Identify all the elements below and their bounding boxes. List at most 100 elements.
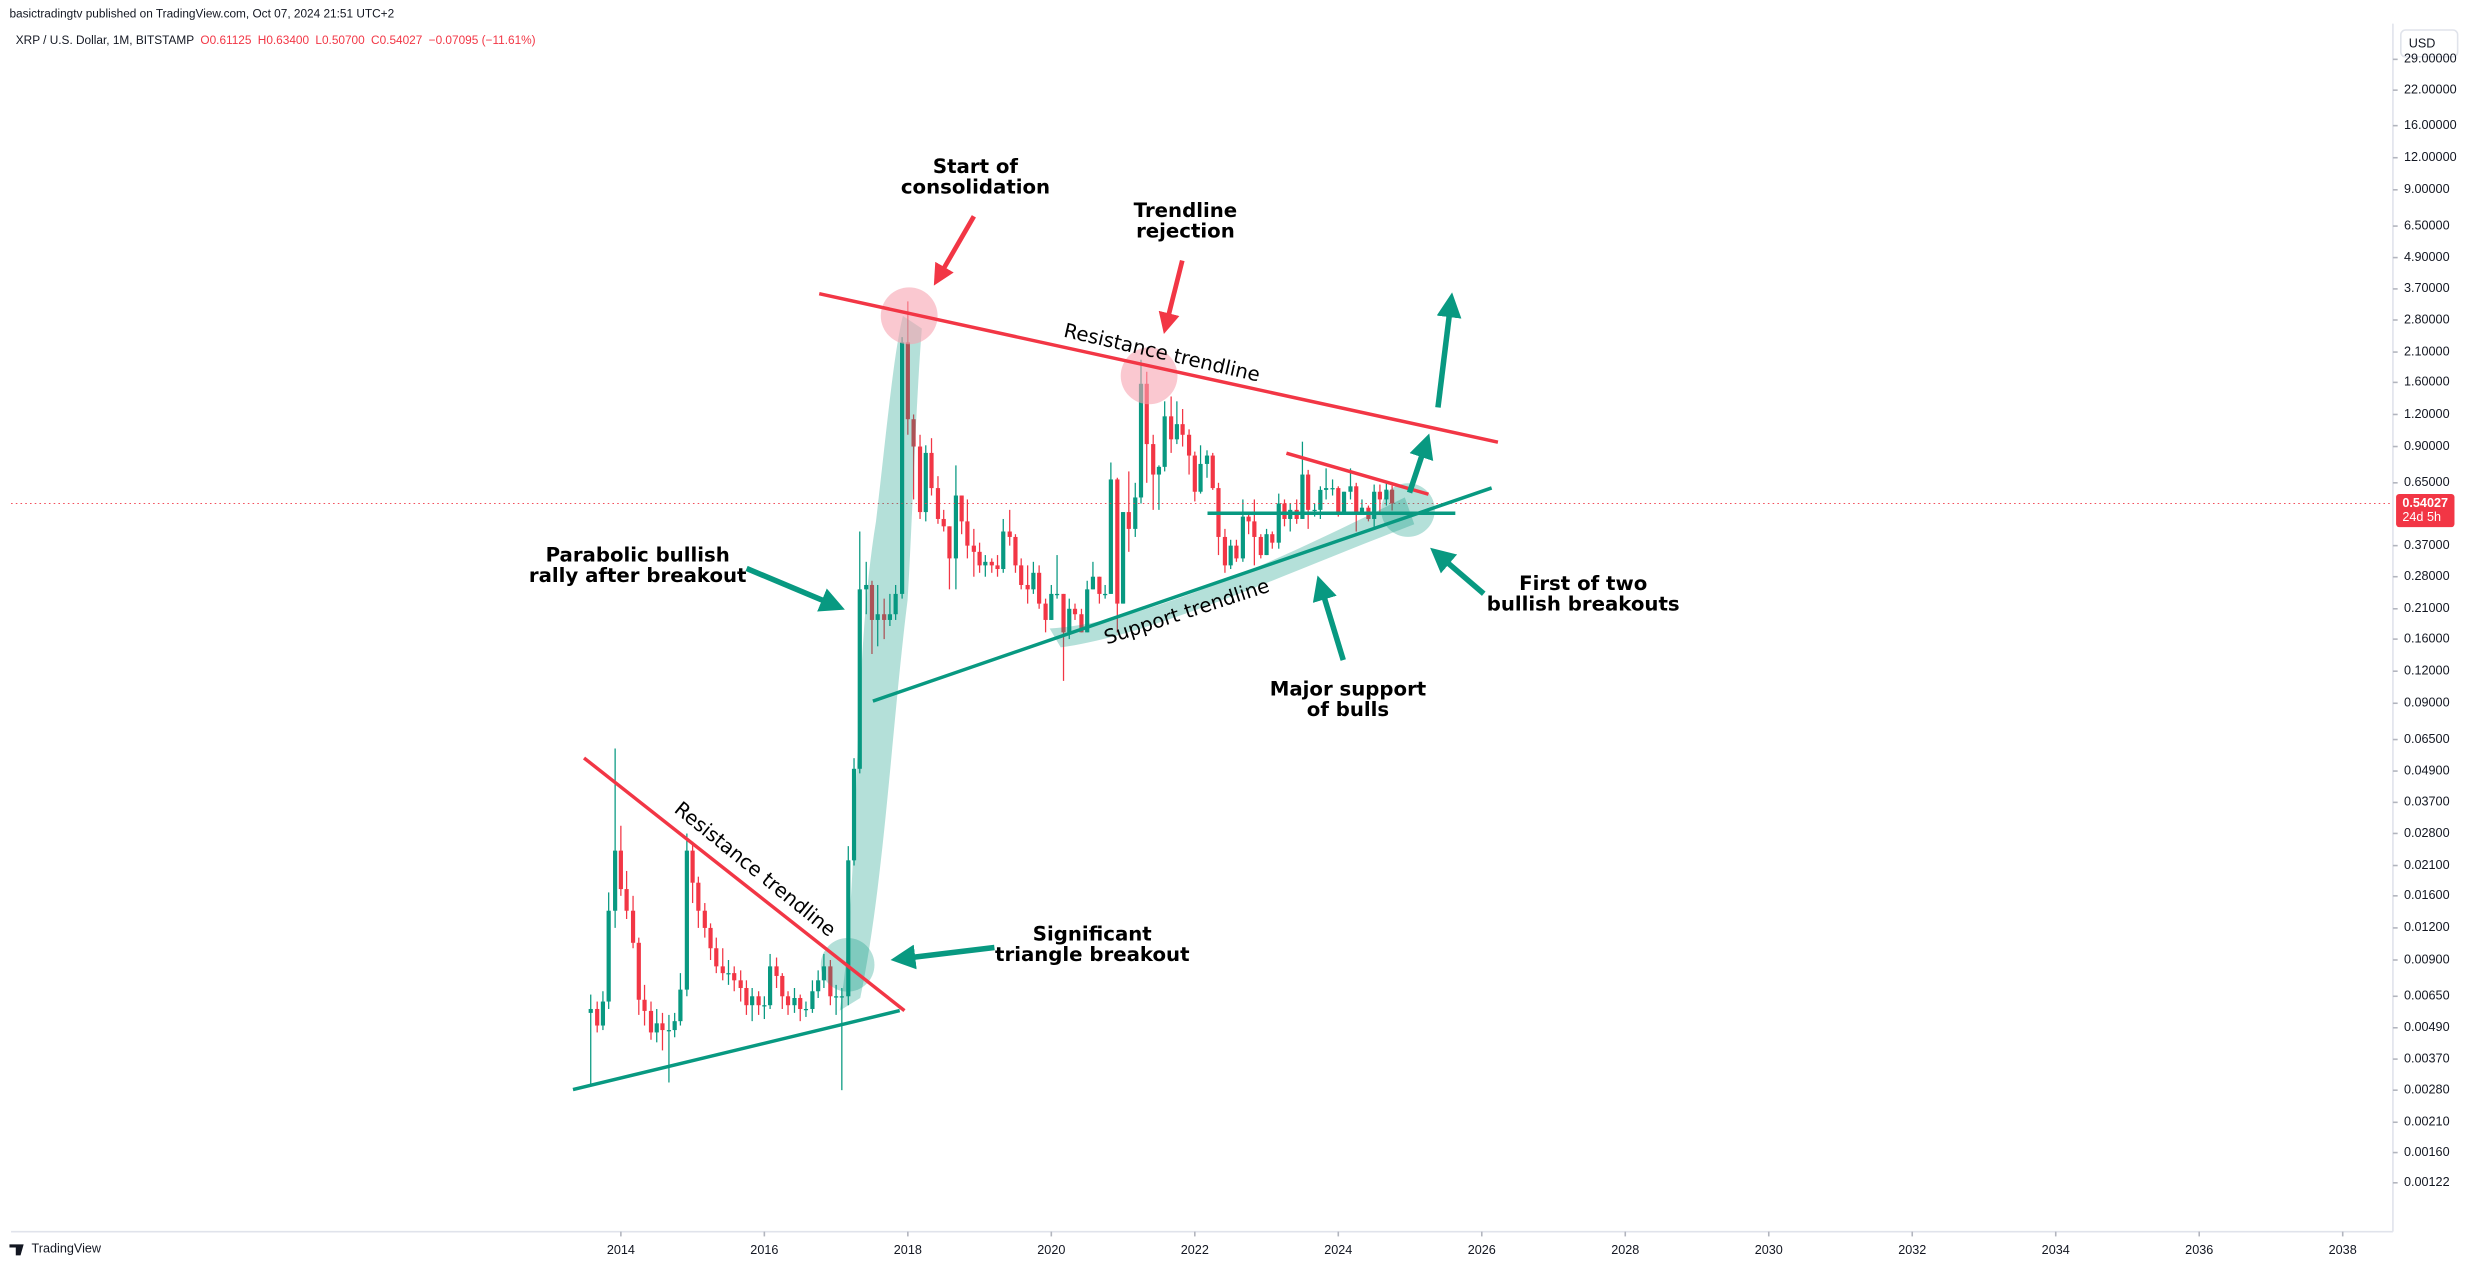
candle-body (911, 419, 916, 447)
candle-body (1144, 383, 1149, 445)
symbol-line: XRP / U.S. Dollar, 1M, BITSTAMP O0.61125 H… (16, 33, 536, 47)
candle-body (1204, 455, 1210, 464)
y-tick-label: 0.06500 (2404, 732, 2450, 746)
candle-body (738, 980, 743, 989)
candle-body (1133, 497, 1138, 529)
annotation: rejection (1136, 220, 1235, 243)
annotation: Parabolic bullish (546, 543, 730, 566)
candle-body (1312, 509, 1317, 512)
candle-body (1246, 516, 1251, 522)
candle-body (1049, 593, 1054, 620)
x-tick-label: 2022 (1181, 1243, 1209, 1257)
y-tick-label: 0.00490 (2404, 1020, 2450, 1034)
candle-body (1156, 466, 1162, 475)
y-tick-label: 0.01200 (2404, 920, 2450, 934)
candle-body (636, 942, 641, 1000)
candle-body (1090, 576, 1096, 590)
annotation: of bulls (1307, 698, 1389, 721)
y-tick-label: 29.00000 (2404, 52, 2457, 66)
x-tick-label: 2026 (1468, 1243, 1496, 1257)
highlight-circle (880, 287, 938, 345)
candle-body (882, 614, 887, 620)
candle-body (588, 1008, 593, 1013)
annotation: triangle breakout (995, 943, 1189, 966)
candle-body (624, 889, 629, 911)
candle-body (1103, 593, 1108, 596)
y-tick-label: 0.16000 (2404, 631, 2450, 645)
candle-body (785, 996, 791, 1006)
x-tick-label: 2020 (1037, 1243, 1065, 1257)
countdown: 24d 5h (2402, 510, 2441, 524)
y-tick-label: 2.80000 (2404, 312, 2450, 326)
y-tick-label: 0.03700 (2404, 795, 2450, 809)
candle-body (1079, 614, 1084, 633)
candle-body (750, 996, 755, 1006)
y-tick-label: 0.00160 (2404, 1145, 2450, 1159)
candle-body (1138, 383, 1144, 498)
candle-body (834, 996, 839, 998)
candle-body (1270, 534, 1275, 543)
candle-body (767, 966, 773, 1006)
currency-label: USD (2409, 37, 2436, 51)
candle-body (780, 975, 785, 997)
candle-body (917, 446, 923, 513)
arrow (933, 215, 976, 286)
candle-body (708, 927, 713, 949)
candle-body (1336, 488, 1341, 513)
arrow (1312, 575, 1346, 661)
candle-body (977, 551, 982, 566)
candle-body (953, 495, 958, 559)
y-tick-label: 0.00280 (2404, 1083, 2450, 1097)
symbol: XRP / U.S. Dollar, 1M, BITSTAMP (16, 33, 194, 47)
resistance-trendline (1285, 451, 1429, 496)
candle-body (846, 860, 851, 997)
candle-body (762, 1005, 767, 1007)
candle-body (1061, 593, 1066, 633)
candle-body (774, 966, 779, 976)
candle-body (983, 561, 988, 566)
candle-body (1037, 572, 1042, 604)
candle-body (618, 850, 623, 890)
ohlc-value: O0.61125 (200, 33, 251, 47)
candle-body (875, 614, 880, 620)
x-tick-label: 2032 (1898, 1243, 1926, 1257)
arrow (1406, 433, 1434, 494)
candle-body (714, 948, 719, 967)
ohlc-change: −0.07095 (−11.61%) (429, 33, 536, 47)
y-tick-label: 0.00122 (2404, 1175, 2450, 1189)
candle-body (900, 342, 905, 594)
y-tick-label: 0.00370 (2404, 1051, 2450, 1065)
x-tick-label: 2038 (2329, 1243, 2357, 1257)
candle-body (1162, 416, 1167, 467)
candle-body (606, 910, 611, 1002)
candle-body (1186, 434, 1192, 456)
arrow (1158, 259, 1185, 335)
x-tick-label: 2034 (2042, 1243, 2070, 1257)
candle-body (678, 989, 683, 1022)
candle-body (905, 342, 910, 420)
x-tick-label: 2016 (750, 1243, 778, 1257)
y-tick-label: 2.10000 (2404, 344, 2450, 358)
arrow (745, 565, 845, 612)
y-tick-label: 0.01600 (2404, 888, 2450, 902)
candle-body (857, 589, 862, 769)
candle-body (816, 980, 821, 992)
candle-body (947, 526, 952, 559)
annotation: Significant (1033, 922, 1152, 945)
y-tick-label: 12.00000 (2404, 150, 2457, 164)
ohlc-value: H0.63400 (258, 33, 310, 47)
candle-body (696, 882, 701, 911)
currency-button[interactable] (2400, 29, 2459, 58)
candle-body (1031, 572, 1036, 590)
price-label-box (2396, 493, 2455, 528)
annotation: Trendline (1134, 199, 1237, 222)
candle-body (1025, 584, 1030, 590)
candle-body (864, 584, 869, 590)
annotation: First of two (1519, 572, 1647, 595)
candle-body (887, 614, 892, 620)
y-tick-label: 9.00000 (2404, 182, 2450, 196)
candle-body (1180, 424, 1185, 435)
candle-body (1192, 455, 1197, 492)
